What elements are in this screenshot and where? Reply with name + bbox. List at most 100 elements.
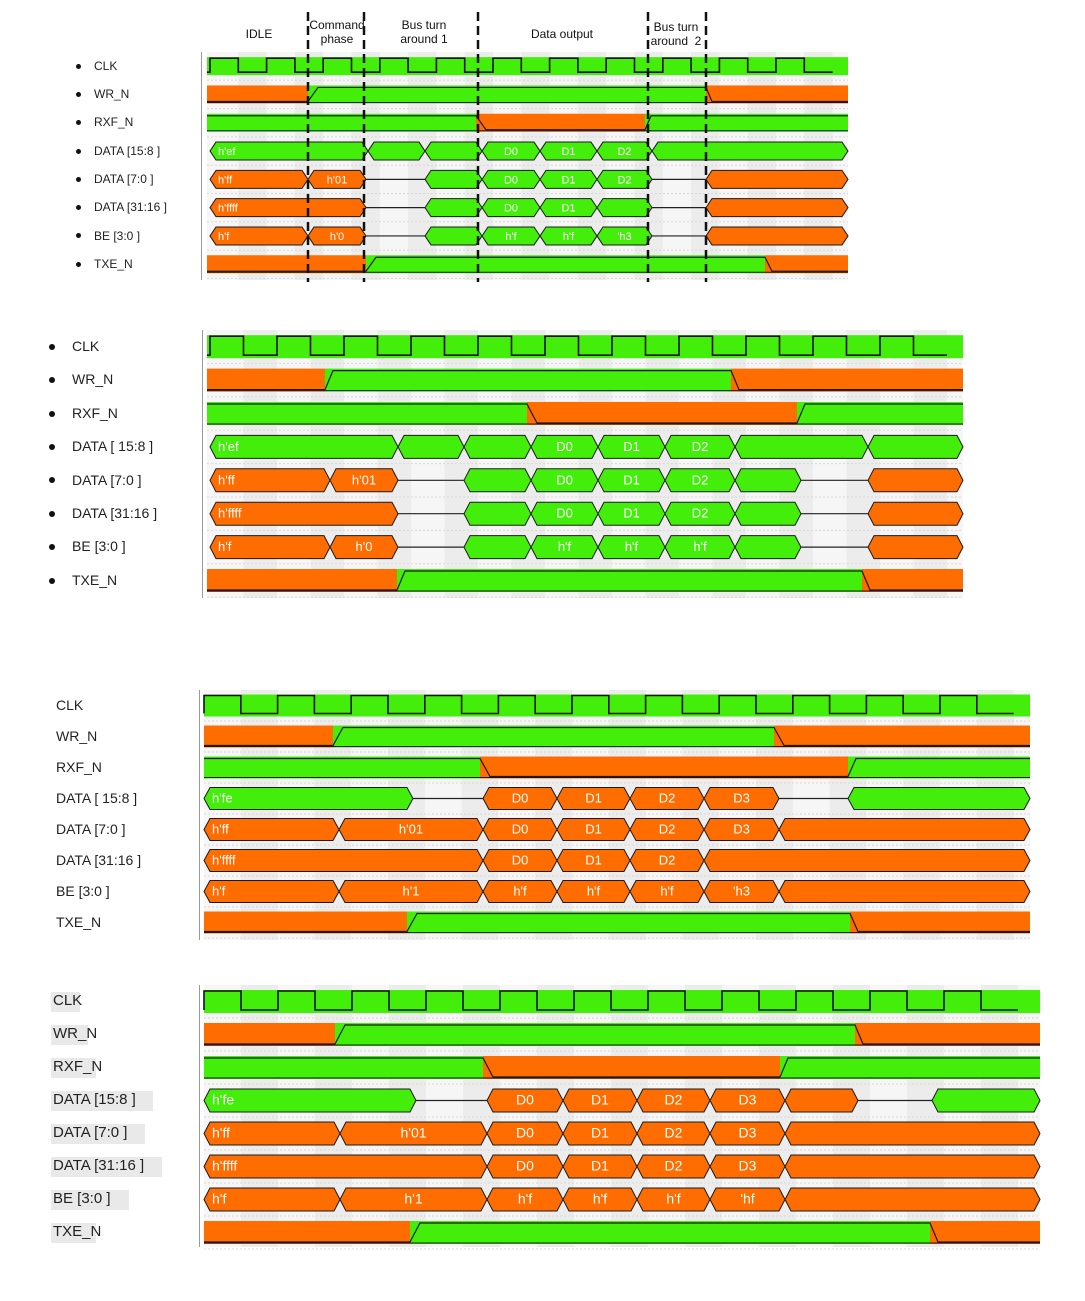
bus-value-label: h'f xyxy=(593,1191,607,1207)
bus-value-label: D1 xyxy=(561,203,575,215)
bus-value-label: h'ff xyxy=(218,174,233,186)
txen-level xyxy=(405,569,862,592)
phase-label: Command phase xyxy=(309,18,365,46)
bus-value-cell xyxy=(778,880,1031,903)
bus-value-label: h'f xyxy=(666,1191,680,1207)
bus-value-label: h'f xyxy=(693,539,707,554)
txen-level xyxy=(207,255,366,274)
signal-label: BE [3:0 ] xyxy=(94,228,141,243)
bus-value-label: D3 xyxy=(739,1125,757,1141)
bullet-icon xyxy=(76,120,81,126)
bus-value-label: D0 xyxy=(556,439,573,454)
bus-value-label: h'01 xyxy=(327,174,347,186)
bullet-icon xyxy=(49,443,55,450)
signal-label: TXE_N xyxy=(53,1223,102,1241)
bullet-icon xyxy=(49,510,55,517)
rxfn-level xyxy=(493,1056,780,1079)
rxfn-level xyxy=(486,113,645,132)
bus-value-label: h'ffff xyxy=(212,1158,237,1174)
bus-value-label: D3 xyxy=(739,1158,757,1174)
signal-label: DATA [15:8 ] xyxy=(94,143,161,158)
bus-value-label: h'ff xyxy=(218,472,235,487)
bullet-icon xyxy=(49,410,55,417)
bus-value-cell xyxy=(784,1154,1041,1179)
txen-level xyxy=(204,911,407,934)
bus-value-label: h'ffff xyxy=(218,203,239,215)
signal-label: CLK xyxy=(56,696,84,713)
bus-value-label: D3 xyxy=(733,791,750,806)
bus-value-label: h'f xyxy=(513,884,527,899)
bus-value-cell xyxy=(703,849,1031,872)
bus-value-cell xyxy=(784,1088,859,1113)
bus-value-label: D1 xyxy=(591,1158,609,1174)
signal-label: WR_N xyxy=(53,1025,98,1043)
bus-value-label: h'ff xyxy=(212,822,229,837)
signal-label: DATA [15:8 ] xyxy=(53,1091,136,1109)
bus-value-label: h'0 xyxy=(330,231,344,243)
wrn-level xyxy=(739,368,963,392)
wrn-level xyxy=(345,1023,855,1046)
signal-trace xyxy=(207,86,848,103)
phase-label: Bus turn around 1 xyxy=(400,18,448,46)
txen-level xyxy=(376,255,765,274)
signal-label: DATA [7:0 ] xyxy=(72,471,142,488)
signal-label: RXF_N xyxy=(72,404,118,421)
signal-label: RXF_N xyxy=(56,758,102,775)
bullet-icon xyxy=(76,63,81,69)
bus-value-label: D0 xyxy=(512,791,529,806)
bus-value-label: h'f xyxy=(660,884,674,899)
bus-value-label: D1 xyxy=(561,146,575,158)
bus-value-label: h'01 xyxy=(352,472,376,487)
bus-value-label: D0 xyxy=(512,853,529,868)
bus-value-label: h'f xyxy=(218,539,232,554)
wrn-level xyxy=(204,1023,335,1046)
bus-value-label: D0 xyxy=(516,1125,534,1141)
bus-value-label: 'h3 xyxy=(617,231,631,243)
signal-label: DATA [ 15:8 ] xyxy=(56,789,138,806)
signal-trace xyxy=(204,1057,1040,1078)
bus-value-label: D1 xyxy=(561,174,575,186)
signal-trace xyxy=(204,1222,1040,1243)
bus-value-label: D2 xyxy=(665,1125,683,1141)
bullet-icon xyxy=(49,577,55,584)
bus-value-label: h'1 xyxy=(403,884,420,899)
signal-label: DATA [ 15:8 ] xyxy=(72,438,154,455)
bus-value-label: h'f xyxy=(587,884,601,899)
signal-label: DATA [7:0 ] xyxy=(56,820,126,837)
signal-label: CLK xyxy=(53,992,83,1010)
txen-level xyxy=(207,569,397,592)
bus-value-label: h'ffff xyxy=(212,853,236,868)
bus-value-label: h'f xyxy=(218,231,230,243)
bullet-icon xyxy=(49,377,55,384)
signal-label-bg xyxy=(51,1057,96,1078)
bus-value-label: D2 xyxy=(659,791,676,806)
bullet-icon xyxy=(76,91,81,97)
signal-trace xyxy=(204,1024,1040,1045)
clk-fill xyxy=(207,335,963,359)
txen-level xyxy=(938,1221,1040,1244)
bus-value-cell xyxy=(705,169,849,189)
signal-label-bg xyxy=(51,1189,129,1210)
bus-value-label: h'f xyxy=(563,231,575,243)
rxfn-level xyxy=(651,113,848,132)
bus-value-cell xyxy=(203,1088,417,1113)
clk-fill xyxy=(207,57,848,76)
bus-value-cell xyxy=(778,818,1031,841)
clk-waveform xyxy=(207,57,833,73)
bus-value-cell xyxy=(867,535,964,560)
bullet-icon xyxy=(76,176,81,182)
signal-trace xyxy=(207,256,848,272)
bus-value-cell xyxy=(203,1154,488,1179)
signal-label: RXF_N xyxy=(94,115,134,130)
signal-label: CLK xyxy=(72,338,100,355)
signal-label-bg xyxy=(51,1024,88,1045)
wrn-level xyxy=(318,85,706,104)
bullet-icon xyxy=(76,261,81,267)
wrn-level xyxy=(207,368,325,392)
wrn-level xyxy=(863,1023,1040,1046)
bullet-icon xyxy=(76,233,81,239)
bus-value-label: D0 xyxy=(512,822,529,837)
bullet-icon xyxy=(49,343,55,350)
